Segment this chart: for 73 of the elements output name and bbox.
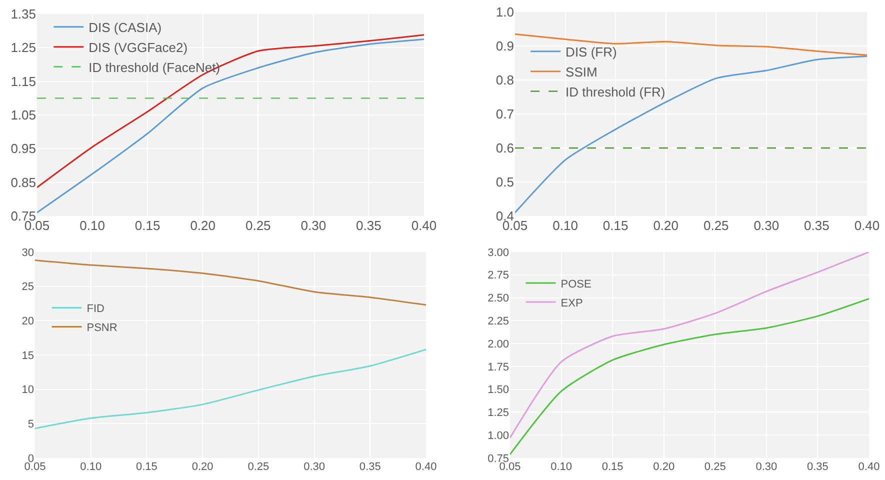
- legend-label: EXP: [560, 297, 583, 310]
- legend-label: ID threshold (FR): [566, 84, 666, 100]
- legend-label: FID: [86, 302, 105, 315]
- y-tick-label: 0.8: [496, 72, 514, 88]
- x-tick-label: 0.15: [134, 218, 160, 233]
- x-tick-label: 0.35: [356, 218, 382, 233]
- x-tick-label: 0.25: [245, 218, 271, 233]
- y-tick-label: 1.35: [10, 6, 36, 22]
- x-tick-label: 0.05: [24, 461, 46, 473]
- y-tick-label: 2.75: [488, 270, 509, 282]
- y-tick-label: 1.15: [10, 74, 36, 89]
- x-tick-label: 0.15: [602, 461, 624, 473]
- x-tick-label: 0.35: [807, 461, 828, 473]
- y-tick-label: 25: [22, 281, 34, 294]
- line-series: [35, 348, 426, 430]
- x-tick-label: 0.20: [653, 461, 675, 473]
- line-series: [510, 252, 869, 439]
- line-series: [35, 259, 426, 306]
- line-series: [37, 34, 424, 188]
- x-tick-label: 0.30: [300, 218, 326, 233]
- y-tick-label: 0.7: [496, 106, 514, 122]
- y-tick-label: 10: [22, 384, 34, 396]
- x-tick-label: 0.30: [754, 218, 780, 233]
- y-tick-label: 0.9: [496, 38, 514, 54]
- x-tick-label: 0.30: [304, 461, 325, 473]
- x-tick-label: 0.35: [804, 218, 830, 233]
- legend-label: PSNR: [86, 322, 118, 334]
- y-tick-label: 1.25: [10, 40, 36, 56]
- legend-label: DIS (CASIA): [88, 20, 162, 35]
- y-tick-label: 2.25: [488, 316, 509, 328]
- x-tick-label: 0.15: [602, 218, 628, 233]
- legend-label: DIS (VGGFace2): [88, 40, 188, 55]
- legend-label: DIS (FR): [566, 44, 617, 60]
- x-tick-label: 0.35: [359, 461, 381, 473]
- x-tick-label: 0.25: [704, 461, 726, 473]
- y-tick-label: 1.50: [488, 384, 509, 396]
- y-tick-label: 0.5: [496, 174, 514, 190]
- y-tick-label: 20: [22, 316, 34, 328]
- y-tick-label: 1.00: [488, 430, 509, 442]
- line-series: [510, 298, 869, 456]
- y-tick-label: 2.50: [488, 292, 509, 305]
- x-tick-label: 0.25: [703, 218, 729, 233]
- y-tick-label: 1.05: [10, 108, 36, 123]
- y-tick-label: 1.25: [488, 407, 509, 420]
- x-tick-label: 0.10: [80, 461, 102, 473]
- x-tick-label: 0.10: [80, 218, 105, 233]
- x-tick-label: 0.40: [858, 461, 880, 473]
- y-tick-label: 1.0: [496, 4, 514, 20]
- legend-label: ID threshold (FaceNet): [88, 60, 220, 75]
- legend-label: POSE: [560, 278, 592, 290]
- y-tick-label: 3.00: [488, 246, 509, 259]
- x-tick-label: 0.20: [192, 461, 214, 473]
- line-series: [37, 38, 424, 214]
- x-tick-label: 0.15: [136, 461, 158, 473]
- y-tick-label: 0.6: [496, 140, 514, 156]
- x-tick-label: 0.40: [854, 218, 880, 233]
- x-tick-label: 0.25: [248, 461, 270, 473]
- y-tick-label: 0.95: [10, 141, 36, 156]
- x-tick-label: 0.10: [550, 461, 572, 473]
- x-tick-label: 0.10: [552, 218, 578, 233]
- x-tick-label: 0.20: [653, 218, 679, 233]
- y-tick-label: 15: [22, 350, 34, 362]
- y-tick-label: 0.85: [10, 174, 36, 190]
- x-tick-label: 0.40: [415, 461, 437, 473]
- x-tick-label: 0.05: [499, 461, 521, 473]
- y-tick-label: 1.75: [488, 361, 509, 374]
- legend-label: SSIM: [566, 64, 598, 80]
- y-tick-label: 30: [22, 246, 34, 259]
- y-tick-label: 2.00: [488, 338, 509, 350]
- x-tick-label: 0.30: [756, 461, 778, 473]
- x-tick-label: 0.20: [190, 218, 216, 233]
- x-tick-label: 0.40: [411, 218, 437, 233]
- y-tick-label: 5: [28, 418, 34, 431]
